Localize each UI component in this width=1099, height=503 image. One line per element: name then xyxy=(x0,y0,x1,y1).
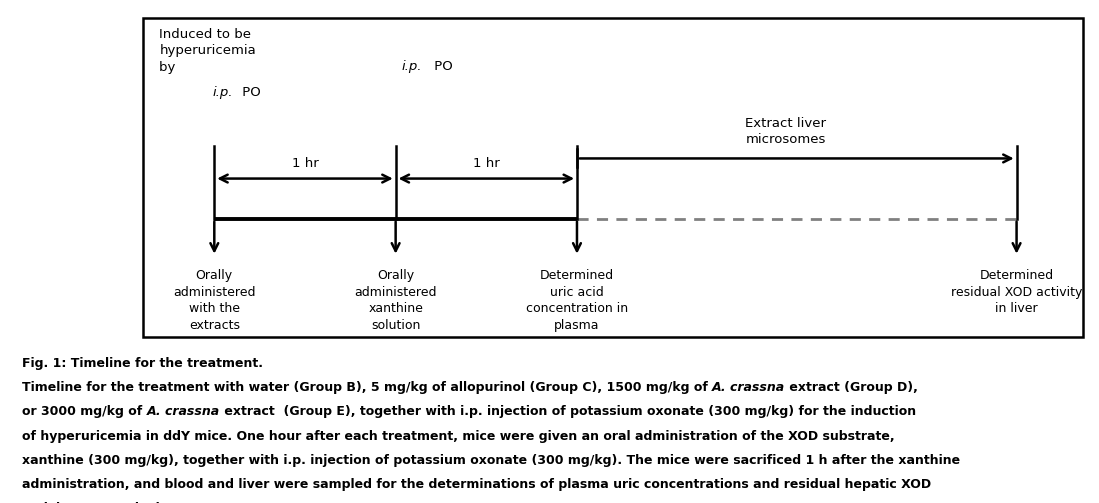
Text: extract (Group D),: extract (Group D), xyxy=(786,381,919,394)
Text: A. crassna: A. crassna xyxy=(146,405,220,418)
Text: activity, respectively.: activity, respectively. xyxy=(22,502,171,503)
Text: Induced to be
hyperuricemia
by: Induced to be hyperuricemia by xyxy=(159,28,256,73)
Text: Timeline for the treatment with water (Group B), 5 mg/kg of allopurinol (Group C: Timeline for the treatment with water (G… xyxy=(22,381,712,394)
Text: Determined
uric acid
concentration in
plasma: Determined uric acid concentration in pl… xyxy=(526,269,628,331)
Text: 1 hr: 1 hr xyxy=(291,156,319,170)
Text: Determined
residual XOD activity
in liver: Determined residual XOD activity in live… xyxy=(951,269,1083,315)
Text: 1 hr: 1 hr xyxy=(473,156,500,170)
Text: i.p.: i.p. xyxy=(212,86,233,99)
Text: Orally
administered
with the
extracts: Orally administered with the extracts xyxy=(173,269,256,331)
Text: administration, and blood and liver were sampled for the determinations of plasm: administration, and blood and liver were… xyxy=(22,478,931,491)
Bar xyxy=(143,18,1083,337)
Text: Fig. 1: Timeline for the treatment.: Fig. 1: Timeline for the treatment. xyxy=(22,357,263,370)
Text: Extract liver
microsomes: Extract liver microsomes xyxy=(745,117,826,146)
Text: A. crassna: A. crassna xyxy=(712,381,786,394)
Text: PO: PO xyxy=(238,86,262,99)
Text: extract  (Group E), together with i.p. injection of potassium oxonate (300 mg/kg: extract (Group E), together with i.p. in… xyxy=(220,405,915,418)
Text: of hyperuricemia in ddY mice. One hour after each treatment, mice were given an : of hyperuricemia in ddY mice. One hour a… xyxy=(22,430,895,443)
Text: Orally
administered
xanthine
solution: Orally administered xanthine solution xyxy=(354,269,437,331)
Text: xanthine (300 mg/kg), together with i.p. injection of potassium oxonate (300 mg/: xanthine (300 mg/kg), together with i.p.… xyxy=(22,454,961,467)
Text: PO: PO xyxy=(430,60,453,73)
Text: or 3000 mg/kg of: or 3000 mg/kg of xyxy=(22,405,146,418)
Text: i.p.: i.p. xyxy=(401,60,422,73)
